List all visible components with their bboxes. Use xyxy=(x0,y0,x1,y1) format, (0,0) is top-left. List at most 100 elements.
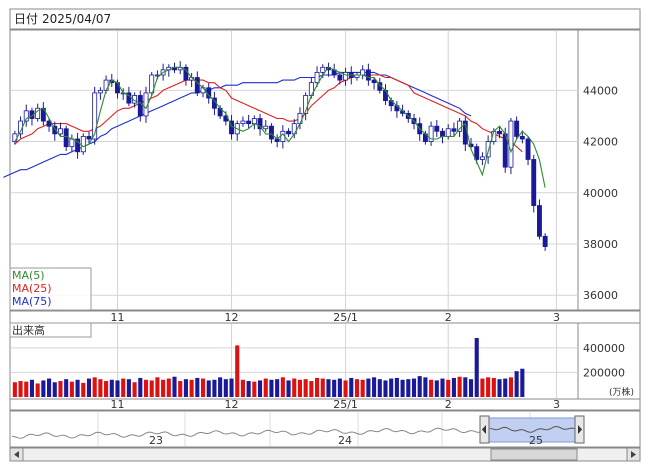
volume-bar xyxy=(263,378,268,397)
volume-bar xyxy=(92,377,97,397)
legend-ma75: MA(75) xyxy=(12,295,52,308)
header-date-label: 日付 xyxy=(14,12,38,26)
volume-bar xyxy=(52,382,57,397)
volume-bar xyxy=(400,379,405,397)
candle-body-up xyxy=(343,72,349,81)
volume-bar xyxy=(440,378,445,397)
candle xyxy=(268,123,274,144)
volume-bar xyxy=(149,380,154,397)
volume-bar xyxy=(64,379,69,397)
volume-bar xyxy=(474,338,479,397)
candle-body-down xyxy=(497,130,502,135)
candle-body-up xyxy=(97,89,103,94)
candle-body-down xyxy=(257,118,263,130)
volume-bar xyxy=(58,381,63,397)
volume-bar xyxy=(411,378,417,397)
volume-y-axis: 200000 400000 xyxy=(583,342,625,380)
chevron-right-icon xyxy=(578,425,582,434)
candle-body-down xyxy=(52,125,58,135)
navigator-year-label: 24 xyxy=(338,434,352,447)
volume-bar xyxy=(143,379,149,397)
candle xyxy=(58,122,63,137)
volume-x-tick-label: 25/1 xyxy=(333,398,358,411)
scroll-right-button[interactable] xyxy=(626,447,641,462)
candle-body-up xyxy=(263,125,269,130)
navigator-right-handle[interactable] xyxy=(574,415,585,444)
volume-x-tick-label: 12 xyxy=(225,398,239,411)
ma-legend-box xyxy=(9,267,92,311)
candle xyxy=(52,121,58,141)
chevron-left-icon xyxy=(482,425,486,434)
volume-bar xyxy=(486,377,491,397)
candle-body-down xyxy=(434,125,440,132)
price-x-tick-label: 12 xyxy=(225,311,239,324)
volume-bar xyxy=(457,376,462,397)
candle-body-down xyxy=(268,125,274,140)
candle-body-up xyxy=(479,156,485,160)
volume-bar xyxy=(212,379,217,397)
volume-bar xyxy=(297,379,303,397)
volume-x-tick-label: 11 xyxy=(110,398,124,411)
volume-bar xyxy=(451,377,456,397)
volume-bar xyxy=(246,381,251,397)
navigator-left-handle[interactable] xyxy=(479,415,490,444)
price-tick-label: 42000 xyxy=(583,136,618,149)
candle-body-down xyxy=(194,77,200,94)
volume-panel-frame xyxy=(9,322,641,400)
volume-bar xyxy=(468,379,474,397)
volume-bar xyxy=(218,377,223,397)
ma5-line xyxy=(14,66,546,188)
volume-bar xyxy=(29,379,35,397)
scroll-left-button[interactable] xyxy=(9,447,24,462)
candle-body-up xyxy=(12,133,18,142)
price-x-tick-label: 3 xyxy=(553,311,560,324)
volume-tick-label: 400000 xyxy=(583,342,625,355)
candle-body-up xyxy=(428,125,434,142)
ma25-line xyxy=(14,74,523,153)
volume-bar xyxy=(41,380,46,397)
volume-bar xyxy=(394,377,399,397)
triangle-left-icon xyxy=(14,451,19,458)
volume-bar xyxy=(24,381,29,397)
candle-body-down xyxy=(137,95,143,117)
volume-bar xyxy=(354,379,360,397)
candle-body-up xyxy=(240,120,246,125)
volume-bar xyxy=(332,379,337,397)
candle xyxy=(23,104,29,127)
candle-body-down xyxy=(63,128,69,148)
candle-body-down xyxy=(75,138,81,153)
volume-bar xyxy=(360,379,365,397)
volume-bar xyxy=(47,378,52,397)
scrollbar-thumb[interactable] xyxy=(490,448,578,461)
volume-bar xyxy=(292,378,297,397)
volume-bar xyxy=(320,378,325,397)
volume-title: 出来高 xyxy=(12,323,45,337)
candle xyxy=(80,133,86,155)
volume-bar xyxy=(132,382,137,397)
volume-bar xyxy=(480,378,485,397)
candle-body-down xyxy=(514,120,520,137)
volume-bar xyxy=(429,379,434,397)
volume-bar xyxy=(423,377,428,397)
volume-bar xyxy=(195,377,200,397)
volume-bar xyxy=(491,377,496,397)
price-x-axis-strip xyxy=(9,310,641,324)
candle xyxy=(497,126,502,139)
legend-ma5: MA(5) xyxy=(12,269,45,282)
volume-bar xyxy=(206,380,211,397)
volume-bar xyxy=(240,379,245,397)
volume-bar xyxy=(337,378,342,397)
volume-bar xyxy=(497,379,502,397)
volume-bar xyxy=(69,381,74,397)
legend-ma25: MA(25) xyxy=(12,282,52,295)
volume-bar xyxy=(121,378,126,397)
candle xyxy=(531,154,537,213)
candle xyxy=(246,114,252,128)
volume-bar xyxy=(383,380,388,397)
candle xyxy=(525,135,531,166)
volume-bar xyxy=(86,378,92,397)
